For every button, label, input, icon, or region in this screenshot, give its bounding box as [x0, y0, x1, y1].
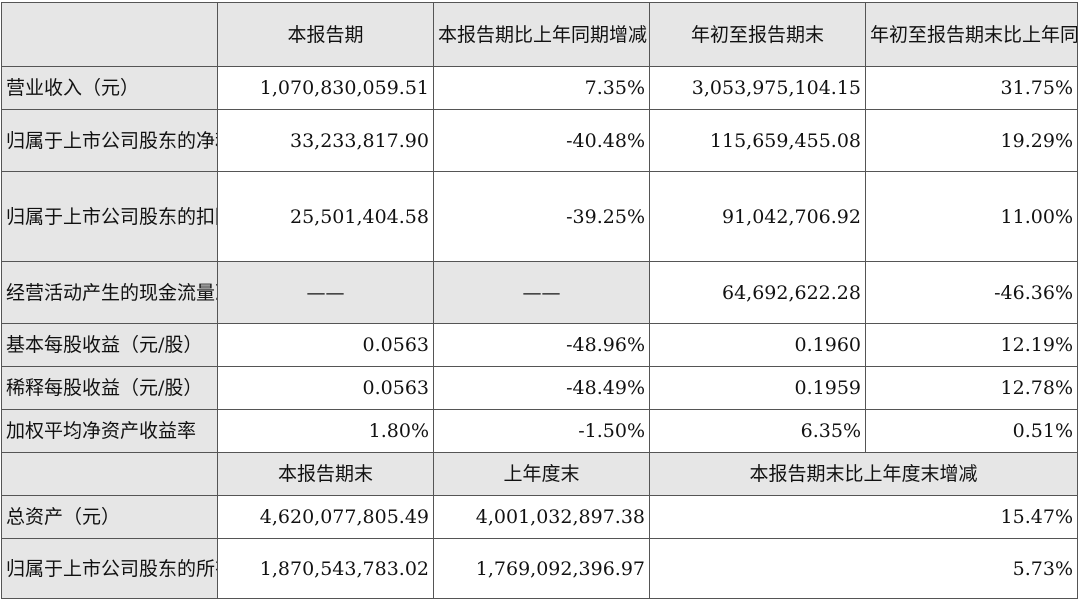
period-end-value: 1,870,543,783.02 [217, 538, 434, 599]
current-period-change: -1.50% [433, 409, 650, 453]
row-label: 归属于上市公司股东的扣除非经常性损益的净利润（元） [1, 171, 218, 262]
table-row: 加权平均净资产收益率 1.80% -1.50% 6.35% 0.51% [1, 409, 1078, 453]
prior-year-end-value: 4,001,032,897.38 [433, 495, 650, 539]
current-period-change: 7.35% [433, 66, 650, 110]
row-label: 加权平均净资产收益率 [1, 409, 218, 453]
current-period-change: -48.96% [433, 323, 650, 367]
row-label: 稀释每股收益（元/股） [1, 366, 218, 410]
ytd-change: 11.00% [865, 171, 1078, 262]
header-row: 本报告期 本报告期比上年同期增减 年初至报告期末 年初至报告期末比上年同期增减 [1, 2, 1078, 67]
current-period-change: -48.49% [433, 366, 650, 410]
table-row: 归属于上市公司股东的所有者权益（元） 1,870,543,783.02 1,76… [1, 538, 1078, 599]
header-ytd-yoy-change: 年初至报告期末比上年同期增减 [865, 2, 1078, 67]
table-row: 基本每股收益（元/股） 0.0563 -48.96% 0.1960 12.19% [1, 323, 1078, 367]
current-period-change: —— [433, 261, 650, 324]
header-current-period: 本报告期 [217, 2, 434, 67]
ytd-change: 12.78% [865, 366, 1078, 410]
current-period-value: 1.80% [217, 409, 434, 453]
prior-year-end-value: 1,769,092,396.97 [433, 538, 650, 599]
table-row: 营业收入（元） 1,070,830,059.51 7.35% 3,053,975… [1, 66, 1078, 110]
ytd-value: 64,692,622.28 [649, 261, 866, 324]
table-row: 归属于上市公司股东的净利润（元） 33,233,817.90 -40.48% 1… [1, 109, 1078, 172]
change-vs-prior-year-end: 15.47% [649, 495, 1078, 539]
table-row: 总资产（元） 4,620,077,805.49 4,001,032,897.38… [1, 495, 1078, 539]
change-vs-prior-year-end: 5.73% [649, 538, 1078, 599]
current-period-change: -40.48% [433, 109, 650, 172]
current-period-change: -39.25% [433, 171, 650, 262]
header-current-period-yoy-change: 本报告期比上年同期增减 [433, 2, 650, 67]
ytd-value: 6.35% [649, 409, 866, 453]
ytd-change: 12.19% [865, 323, 1078, 367]
ytd-value: 115,659,455.08 [649, 109, 866, 172]
header-corner-cell [1, 2, 218, 67]
current-period-value: 33,233,817.90 [217, 109, 434, 172]
row-label: 归属于上市公司股东的所有者权益（元） [1, 538, 218, 599]
header2-period-end: 本报告期末 [217, 452, 434, 496]
ytd-change: 31.75% [865, 66, 1078, 110]
row-label: 营业收入（元） [1, 66, 218, 110]
table-row: 归属于上市公司股东的扣除非经常性损益的净利润（元） 25,501,404.58 … [1, 171, 1078, 262]
table-row: 经营活动产生的现金流量净额（元） —— —— 64,692,622.28 -46… [1, 261, 1078, 324]
current-period-value: —— [217, 261, 434, 324]
current-period-value: 0.0563 [217, 366, 434, 410]
ytd-value: 0.1960 [649, 323, 866, 367]
header2-change-vs-prior-year-end: 本报告期末比上年度末增减 [649, 452, 1078, 496]
ytd-change: 19.29% [865, 109, 1078, 172]
header2-prior-year-end: 上年度末 [433, 452, 650, 496]
ytd-change: 0.51% [865, 409, 1078, 453]
row-label: 基本每股收益（元/股） [1, 323, 218, 367]
ytd-change: -46.36% [865, 261, 1078, 324]
table-row: 稀释每股收益（元/股） 0.0563 -48.49% 0.1959 12.78% [1, 366, 1078, 410]
header2-corner-cell [1, 452, 218, 496]
current-period-value: 1,070,830,059.51 [217, 66, 434, 110]
current-period-value: 25,501,404.58 [217, 171, 434, 262]
row-label: 总资产（元） [1, 495, 218, 539]
current-period-value: 0.0563 [217, 323, 434, 367]
row-label: 经营活动产生的现金流量净额（元） [1, 261, 218, 324]
period-end-value: 4,620,077,805.49 [217, 495, 434, 539]
row-label: 归属于上市公司股东的净利润（元） [1, 109, 218, 172]
ytd-value: 0.1959 [649, 366, 866, 410]
header-ytd: 年初至报告期末 [649, 2, 866, 67]
ytd-value: 3,053,975,104.15 [649, 66, 866, 110]
header-row-2: 本报告期末 上年度末 本报告期末比上年度末增减 [1, 452, 1078, 496]
ytd-value: 91,042,706.92 [649, 171, 866, 262]
